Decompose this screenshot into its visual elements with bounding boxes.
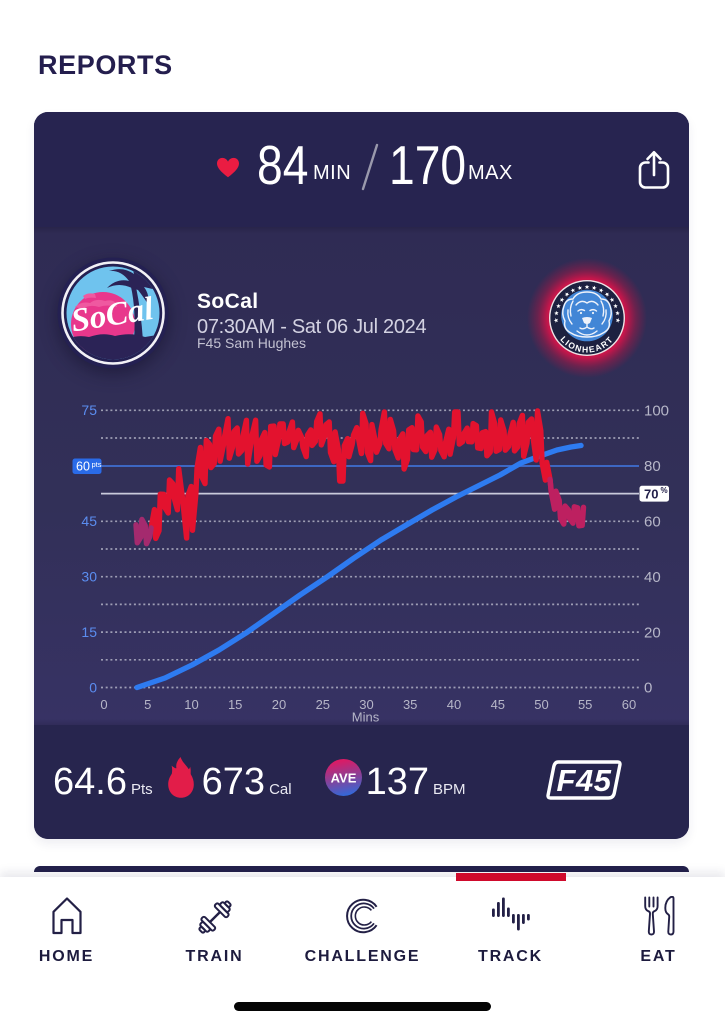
svg-text:0: 0: [644, 680, 652, 697]
svg-text:45: 45: [81, 513, 97, 529]
svg-text:20: 20: [644, 624, 661, 641]
svg-text:30: 30: [81, 569, 97, 585]
svg-text:AVE: AVE: [330, 770, 356, 785]
svg-text:25: 25: [316, 697, 330, 712]
svg-text:15: 15: [81, 624, 97, 640]
svg-text:30: 30: [359, 697, 373, 712]
svg-text:pts: pts: [92, 460, 102, 469]
svg-text:5: 5: [144, 697, 151, 712]
svg-text:Mins: Mins: [352, 710, 380, 725]
svg-text:55: 55: [578, 697, 592, 712]
svg-text:70: 70: [644, 486, 658, 501]
svg-text:60: 60: [76, 460, 90, 474]
svg-text:100: 100: [644, 403, 669, 420]
svg-text:40: 40: [447, 697, 461, 712]
svg-text:15: 15: [228, 697, 242, 712]
svg-text:50: 50: [534, 697, 548, 712]
svg-text:80: 80: [644, 458, 661, 475]
svg-text:%: %: [661, 486, 668, 495]
svg-text:0: 0: [100, 697, 107, 712]
svg-text:35: 35: [403, 697, 417, 712]
svg-text:0: 0: [89, 679, 97, 695]
svg-text:75: 75: [81, 402, 97, 418]
svg-text:F45: F45: [557, 763, 612, 798]
svg-text:40: 40: [644, 569, 661, 586]
svg-text:20: 20: [272, 697, 286, 712]
svg-text:45: 45: [491, 697, 505, 712]
svg-text:60: 60: [644, 514, 661, 531]
svg-text:60: 60: [622, 697, 636, 712]
svg-text:10: 10: [184, 697, 198, 712]
